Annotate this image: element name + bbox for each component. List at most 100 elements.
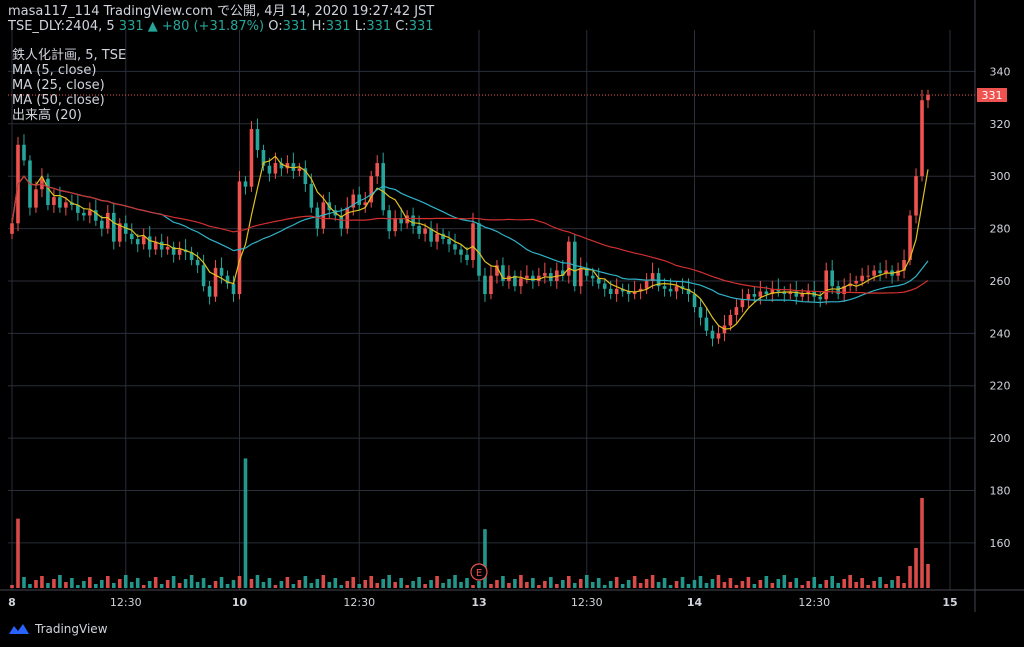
- volume-bar: [866, 585, 870, 588]
- volume-bar: [219, 577, 224, 588]
- volume-bar: [159, 584, 164, 588]
- candle-body: [297, 168, 302, 171]
- volume-bar: [525, 582, 529, 588]
- legend-ma5[interactable]: MA (5, close): [12, 63, 97, 78]
- candle-body: [896, 270, 900, 276]
- y-tick-label: 340: [990, 65, 1011, 78]
- volume-bar: [842, 579, 846, 588]
- candle-body: [177, 249, 182, 255]
- volume-bar: [878, 577, 882, 588]
- candle-body: [309, 184, 314, 208]
- candle-body: [638, 288, 643, 292]
- candle-body: [291, 163, 296, 171]
- volume-bar: [387, 575, 391, 588]
- candle-body: [860, 275, 864, 281]
- volume-bar: [177, 583, 182, 588]
- volume-bar: [255, 575, 260, 588]
- volume-bar: [566, 576, 571, 588]
- candle-body: [578, 267, 583, 287]
- candle-body: [531, 275, 535, 281]
- volume-bar: [884, 584, 888, 588]
- candle-body: [483, 275, 487, 295]
- volume-bar: [429, 580, 433, 588]
- candle-body: [656, 273, 661, 287]
- x-tick-label: 13: [471, 596, 486, 609]
- candle-body: [213, 267, 218, 297]
- volume-bar: [806, 581, 811, 588]
- volume-bar: [393, 582, 397, 588]
- volume-bar: [578, 579, 583, 588]
- candle-body: [525, 275, 529, 279]
- candle-body: [866, 275, 870, 277]
- candle-body: [243, 181, 248, 187]
- candle-body: [872, 270, 876, 276]
- legend-ma50[interactable]: MA (50, close): [12, 93, 105, 108]
- candle-body: [429, 228, 433, 242]
- candle-body: [836, 286, 840, 295]
- volume-bar: [435, 576, 439, 588]
- candle-body: [902, 260, 906, 271]
- candle-body: [171, 246, 176, 255]
- volume-bar: [716, 575, 721, 588]
- candle-body: [824, 270, 829, 300]
- candle-body: [153, 241, 158, 250]
- candle-body: [848, 283, 852, 287]
- candle-body: [537, 275, 541, 281]
- y-tick-label: 260: [990, 275, 1011, 288]
- volume-bar: [812, 577, 817, 588]
- volume-bar: [135, 578, 140, 588]
- price-change: +80 (+31.87%): [161, 19, 265, 34]
- candle-body: [674, 286, 679, 292]
- volume-bar: [764, 576, 769, 588]
- candle-body: [189, 252, 194, 260]
- volume-bar: [141, 585, 146, 588]
- x-tick-label: 8: [8, 596, 16, 609]
- brand-footer[interactable]: TradingView: [8, 622, 108, 636]
- candle-body: [255, 129, 260, 150]
- volume-bar: [267, 578, 272, 588]
- legend-symbol[interactable]: 鉄人化計画, 5, TSE: [12, 48, 127, 63]
- volume-bar: [788, 582, 793, 588]
- candle-body: [100, 220, 104, 229]
- volume-bar: [375, 583, 379, 588]
- volume-bar: [22, 577, 26, 588]
- candle-body: [267, 165, 272, 174]
- candle-body: [686, 288, 691, 295]
- volume-bar: [345, 581, 350, 588]
- candle-body: [782, 291, 787, 295]
- volume-bar: [261, 582, 266, 588]
- ohlc-line: TSE_DLY:2404, 5 331 ▲ +80 (+31.87%) O:33…: [8, 19, 434, 34]
- candle-body: [519, 278, 523, 287]
- candle-body: [58, 197, 62, 208]
- legend-volume[interactable]: 出来高 (20): [12, 108, 82, 123]
- volume-bar: [836, 583, 840, 588]
- volume-bar: [46, 583, 50, 588]
- volume-bar: [441, 583, 445, 588]
- volume-bar: [507, 583, 511, 588]
- volume-bar: [830, 576, 835, 588]
- candle-body: [561, 270, 565, 276]
- candle-body: [806, 291, 811, 295]
- volume-bar: [914, 548, 918, 588]
- volume-bar: [734, 585, 739, 588]
- candle-body: [375, 163, 379, 177]
- x-tick-label: 12:30: [110, 596, 142, 609]
- volume-bar: [327, 582, 332, 588]
- volume-bar: [447, 579, 451, 588]
- volume-bar: [489, 584, 493, 588]
- candle-body: [758, 291, 763, 297]
- volume-bar: [662, 578, 667, 588]
- volume-bar: [572, 583, 577, 588]
- change-arrow-icon: ▲: [147, 19, 158, 34]
- volume-bar: [315, 579, 320, 588]
- legend-ma25[interactable]: MA (25, close): [12, 78, 105, 93]
- volume-bar: [704, 583, 709, 588]
- candle-body: [662, 286, 667, 289]
- candle-body: [716, 333, 721, 339]
- candle-body: [417, 225, 421, 234]
- volume-bar: [620, 584, 625, 588]
- volume-bar: [76, 585, 80, 588]
- candle-body: [207, 286, 212, 297]
- axes: 340 320 300 280 260 240 220 200 180 160 8 12:30 10 12…: [0, 0, 1024, 612]
